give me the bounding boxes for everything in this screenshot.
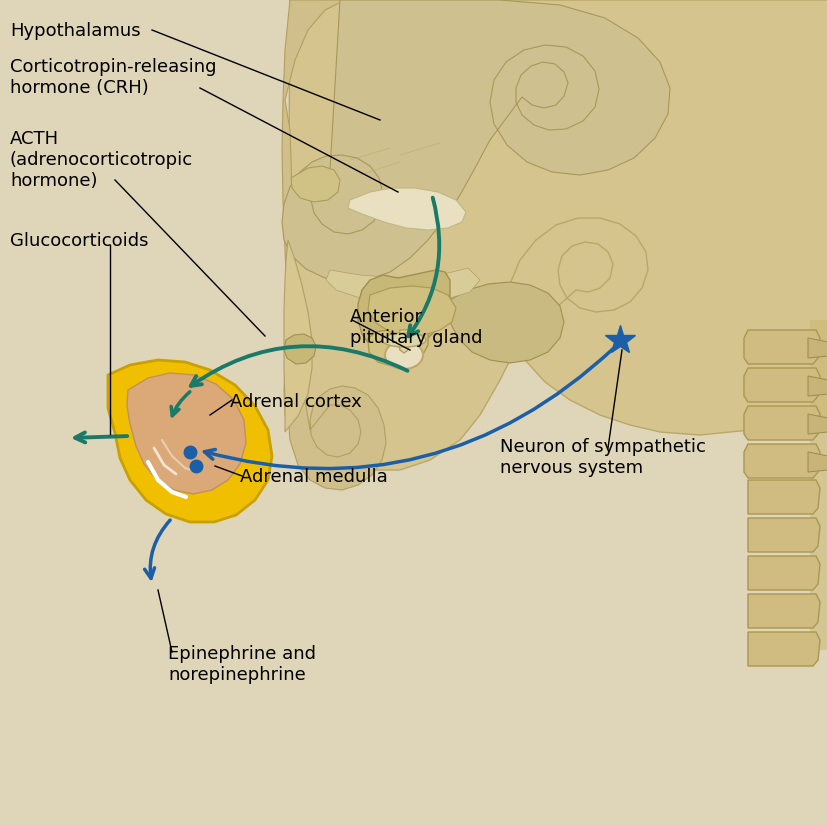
Polygon shape <box>127 373 246 494</box>
Polygon shape <box>282 0 669 282</box>
Polygon shape <box>743 368 819 402</box>
Polygon shape <box>743 444 819 478</box>
Polygon shape <box>743 330 819 364</box>
Polygon shape <box>282 0 385 490</box>
Polygon shape <box>747 480 819 514</box>
Text: Anterior
pituitary gland: Anterior pituitary gland <box>350 308 482 346</box>
Polygon shape <box>807 338 827 358</box>
Text: Neuron of sympathetic
nervous system: Neuron of sympathetic nervous system <box>500 438 705 477</box>
Ellipse shape <box>385 341 423 369</box>
Polygon shape <box>447 282 563 363</box>
Polygon shape <box>284 334 316 364</box>
Polygon shape <box>357 270 449 354</box>
Polygon shape <box>367 286 456 336</box>
Text: ACTH
(adrenocorticotropic
hormone): ACTH (adrenocorticotropic hormone) <box>10 130 193 190</box>
Polygon shape <box>367 323 428 366</box>
Polygon shape <box>807 452 827 472</box>
Polygon shape <box>284 0 827 470</box>
Polygon shape <box>284 240 312 432</box>
Text: Adrenal medulla: Adrenal medulla <box>240 468 387 486</box>
Polygon shape <box>743 406 819 440</box>
Text: Epinephrine and
norepinephrine: Epinephrine and norepinephrine <box>168 645 316 684</box>
Text: Adrenal cortex: Adrenal cortex <box>230 393 361 411</box>
Polygon shape <box>398 330 409 353</box>
Polygon shape <box>747 518 819 552</box>
Polygon shape <box>747 594 819 628</box>
Ellipse shape <box>381 333 425 347</box>
Polygon shape <box>326 268 480 302</box>
Polygon shape <box>347 188 466 230</box>
Polygon shape <box>108 360 272 522</box>
Polygon shape <box>807 414 827 434</box>
Polygon shape <box>807 376 827 396</box>
Polygon shape <box>747 632 819 666</box>
Text: Corticotropin-releasing
hormone (CRH): Corticotropin-releasing hormone (CRH) <box>10 58 216 97</box>
Polygon shape <box>290 166 340 202</box>
Polygon shape <box>747 556 819 590</box>
Text: Hypothalamus: Hypothalamus <box>10 22 141 40</box>
Text: Glucocorticoids: Glucocorticoids <box>10 232 148 250</box>
